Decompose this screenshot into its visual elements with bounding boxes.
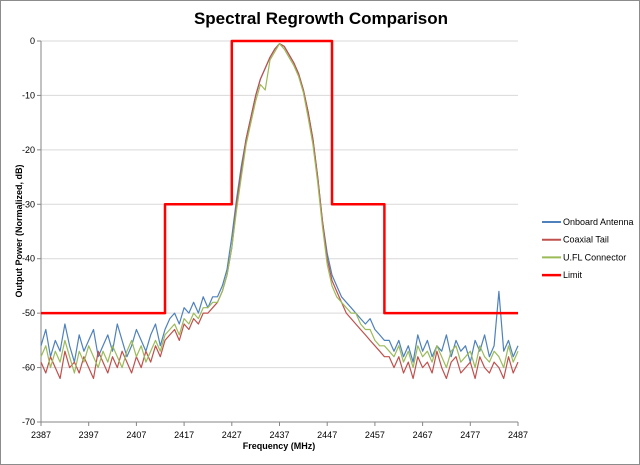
x-tick-label: 2387 [31, 430, 51, 440]
x-tick-labels: 2387 2397 2407 2417 2427 2437 2447 2457 2467 2477… [31, 422, 528, 440]
x-tick-label: 2397 [79, 430, 99, 440]
x-tick-label: 2417 [174, 430, 194, 440]
x-tick-label: 2447 [317, 430, 337, 440]
legend: Onboard Antenna Coaxial Tail U.FL Connecto… [542, 217, 634, 280]
legend-label-coaxial-tail: Coaxial Tail [563, 235, 609, 245]
x-axis-label: Frequency (MHz) [243, 441, 316, 451]
y-tick-labels: 0 -10 -20 -30 -40 -50 -60 -70 [22, 36, 35, 427]
series-lines [40, 39, 519, 380]
y-tick-label: -10 [22, 90, 35, 100]
x-tick-label: 2427 [222, 430, 242, 440]
y-tick-label: -20 [22, 145, 35, 155]
x-tick-label: 2487 [508, 430, 528, 440]
y-tick-label: -50 [22, 308, 35, 318]
legend-label-u-fl-connector: U.FL Connector [563, 252, 626, 262]
x-tick-label: 2477 [460, 430, 480, 440]
x-tick-label: 2407 [126, 430, 146, 440]
x-tick-label: 2437 [269, 430, 289, 440]
legend-label-limit: Limit [563, 270, 583, 280]
x-tick-label: 2467 [413, 430, 433, 440]
y-tick-label: -30 [22, 199, 35, 209]
x-tick-label: 2457 [365, 430, 385, 440]
chart-title: Spectral Regrowth Comparison [194, 9, 448, 28]
series-line-u-fl-connector [40, 43, 519, 374]
y-tick-label: -60 [22, 363, 35, 373]
y-tick-label: -40 [22, 254, 35, 264]
legend-label-onboard-antenna: Onboard Antenna [563, 217, 634, 227]
series-line-coaxial-tail [40, 43, 519, 380]
y-tick-label: -70 [22, 417, 35, 427]
y-tick-label: 0 [30, 36, 35, 46]
series-line-limit [41, 39, 518, 315]
y-axis-label: Output Power (Normalized, dB) [14, 164, 24, 297]
